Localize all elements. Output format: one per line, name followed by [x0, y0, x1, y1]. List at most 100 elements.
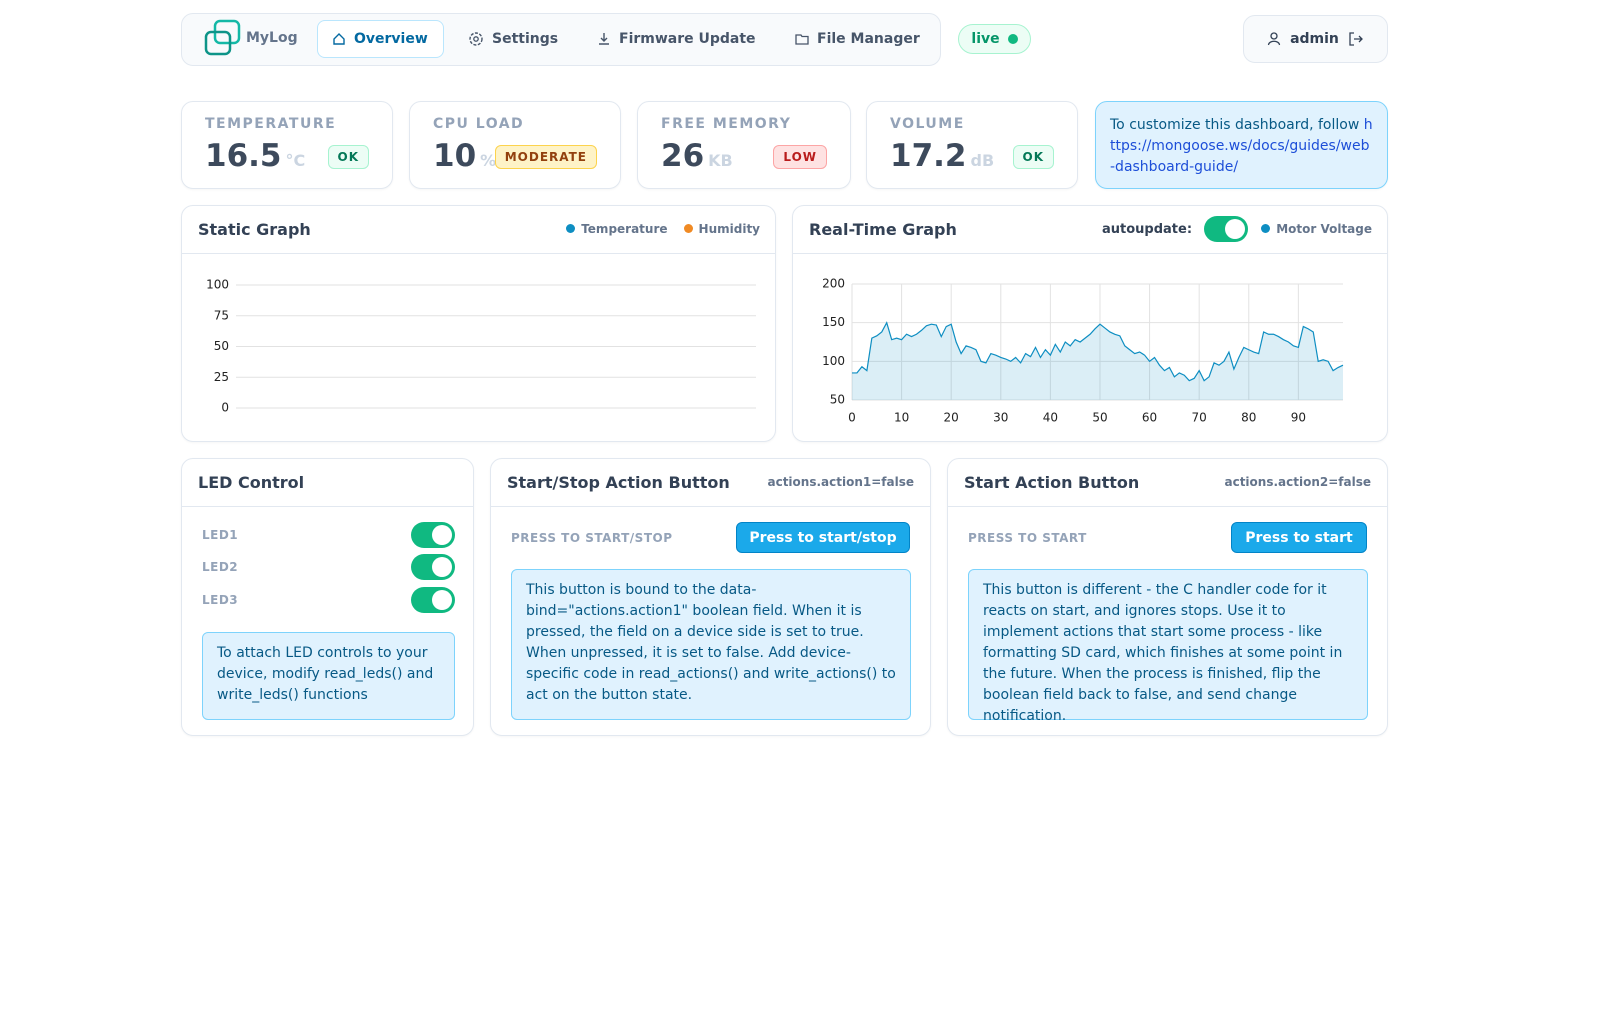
stat-row: 26 KB [661, 138, 733, 174]
action-card: Start Action Button actions.action2=false… [947, 458, 1388, 736]
card-title: Real-Time Graph [809, 220, 957, 239]
stat-row: 10% [433, 138, 496, 174]
stat-badge: LOW [773, 145, 827, 169]
legend-label: Motor Voltage [1276, 222, 1372, 236]
x-tick-label: 50 [1092, 411, 1107, 425]
static-graph-card: Static Graph Temperature Humidity 0 25 50 75 1… [181, 205, 776, 442]
nav-bar [181, 13, 941, 66]
legend-item: Temperature [566, 222, 668, 236]
stat-badge: OK [1012, 145, 1054, 169]
y-tick-label: 100 [206, 278, 229, 292]
icon [795, 34, 809, 45]
legend-label: Humidity [698, 222, 760, 236]
stat-value: 26 [661, 138, 705, 174]
card-header: Real-Time Graph autoupdate: Motor Voltag… [793, 206, 1387, 254]
stat-badge: MODERATE [494, 145, 597, 169]
nav-settings[interactable]: Settings [454, 20, 572, 58]
legend-dot [683, 224, 693, 233]
x-tick-label: 20 [944, 411, 959, 425]
legend-dot [1261, 224, 1271, 233]
action-card: Start/Stop Action Button actions.action1=… [490, 458, 931, 736]
action-note: This button is bound to the data-bind="a… [511, 569, 911, 720]
y-tick-label: 75 [214, 308, 229, 322]
stat-unit: dB [970, 151, 995, 170]
action-button[interactable]: Press to start [1231, 522, 1367, 553]
line [852, 321, 1344, 382]
nav-firmware[interactable]: Firmware Update [583, 20, 770, 58]
logout-icon[interactable] [1348, 32, 1364, 46]
live-status: live [958, 24, 1031, 54]
legend: Temperature Humidity [566, 222, 760, 236]
nav-label: Firmware Update [619, 31, 756, 47]
static-chart: 0 25 50 75 100 [206, 278, 756, 415]
stat-badge: OK [327, 145, 369, 169]
stat-value: 16.5 [205, 138, 282, 174]
stat-card: CPU LOAD 10% MODERATE [409, 101, 621, 189]
x-tick-label: 40 [1043, 411, 1058, 425]
area [852, 322, 1343, 400]
card-header: Static Graph Temperature Humidity [182, 206, 775, 254]
y-tick-label: 0 [221, 401, 229, 415]
legend-label: Temperature [581, 222, 668, 236]
action-note: This button is different - the C handler… [968, 569, 1368, 724]
stat-unit: % [480, 151, 497, 170]
card-header: Start/Stop Action Button actions.action1=… [491, 459, 930, 507]
led-card: LED Control LED1 LED2 LED3 To attach LED… [181, 458, 474, 736]
stat-row: 17.2 dB [890, 138, 994, 174]
stat-label: TEMPERATURE [205, 116, 337, 132]
y-tick-label: 150 [822, 315, 845, 329]
led-toggle[interactable] [411, 522, 455, 548]
led-label: LED3 [202, 593, 239, 607]
led-toggle[interactable] [411, 554, 455, 580]
led-note: To attach LED controls to your device, m… [202, 632, 455, 720]
nav-overview[interactable]: Overview [317, 20, 444, 58]
legend-dot [566, 224, 576, 233]
x-tick-label: 0 [848, 411, 856, 425]
y-tick-label: 100 [822, 354, 845, 368]
nav-label: Overview [354, 31, 428, 47]
led-toggle[interactable] [411, 587, 455, 613]
legend-item: Humidity [683, 222, 760, 236]
stat-card: VOLUME 17.2 dB OK [866, 101, 1078, 189]
nav-label: Settings [492, 31, 559, 47]
card-header: LED Control [182, 459, 473, 507]
status-dot [1007, 34, 1018, 44]
nav-files[interactable]: File Manager [781, 20, 934, 58]
realtime-graph-card: Real-Time Graph autoupdate: Motor Voltag… [792, 205, 1388, 442]
stat-card: FREE MEMORY 26 KB LOW [637, 101, 851, 189]
action-button[interactable]: Press to start/stop [736, 522, 910, 553]
y-tick-label: 50 [214, 339, 229, 353]
stat-value: 10 [433, 138, 477, 174]
icon [599, 33, 609, 45]
card-header: Start Action Button actions.action2=false [948, 459, 1387, 507]
info-link[interactable]: https://mongoose.ws/docs/guides/web-dash… [1110, 117, 1373, 175]
action-state: actions.action1=false [767, 475, 914, 489]
card-title: Static Graph [198, 220, 311, 239]
status-text: live [971, 31, 1000, 47]
action-label: PRESS TO START [968, 531, 1087, 545]
info-text: To customize this dashboard, follow [1110, 117, 1360, 133]
action-label: PRESS TO START/STOP [511, 531, 673, 545]
led-label: LED1 [202, 528, 239, 542]
nav-label: File Manager [817, 31, 920, 47]
icon [469, 32, 483, 46]
card-title: LED Control [198, 473, 305, 492]
y-tick-label: 200 [822, 277, 845, 291]
x-tick-label: 70 [1192, 411, 1207, 425]
led-label: LED2 [202, 560, 239, 574]
x-tick-label: 60 [1142, 411, 1157, 425]
user-menu[interactable]: admin [1243, 15, 1388, 63]
stat-label: CPU LOAD [433, 116, 525, 132]
realtime-chart: 0 10 20 30 40 50 60 70 80 90 50 100 150 200 [822, 277, 1344, 425]
logo [204, 19, 241, 56]
stat-value: 17.2 [890, 138, 967, 174]
y-tick-label: 50 [830, 393, 845, 407]
stat-unit: °C [285, 151, 306, 170]
stat-label: VOLUME [890, 116, 965, 132]
autoupdate-toggle[interactable] [1204, 216, 1248, 242]
card-title: Start Action Button [964, 473, 1140, 492]
card-title: Start/Stop Action Button [507, 473, 730, 492]
stat-label: FREE MEMORY [661, 116, 792, 132]
x-tick-label: 30 [993, 411, 1008, 425]
icon [1267, 32, 1281, 46]
